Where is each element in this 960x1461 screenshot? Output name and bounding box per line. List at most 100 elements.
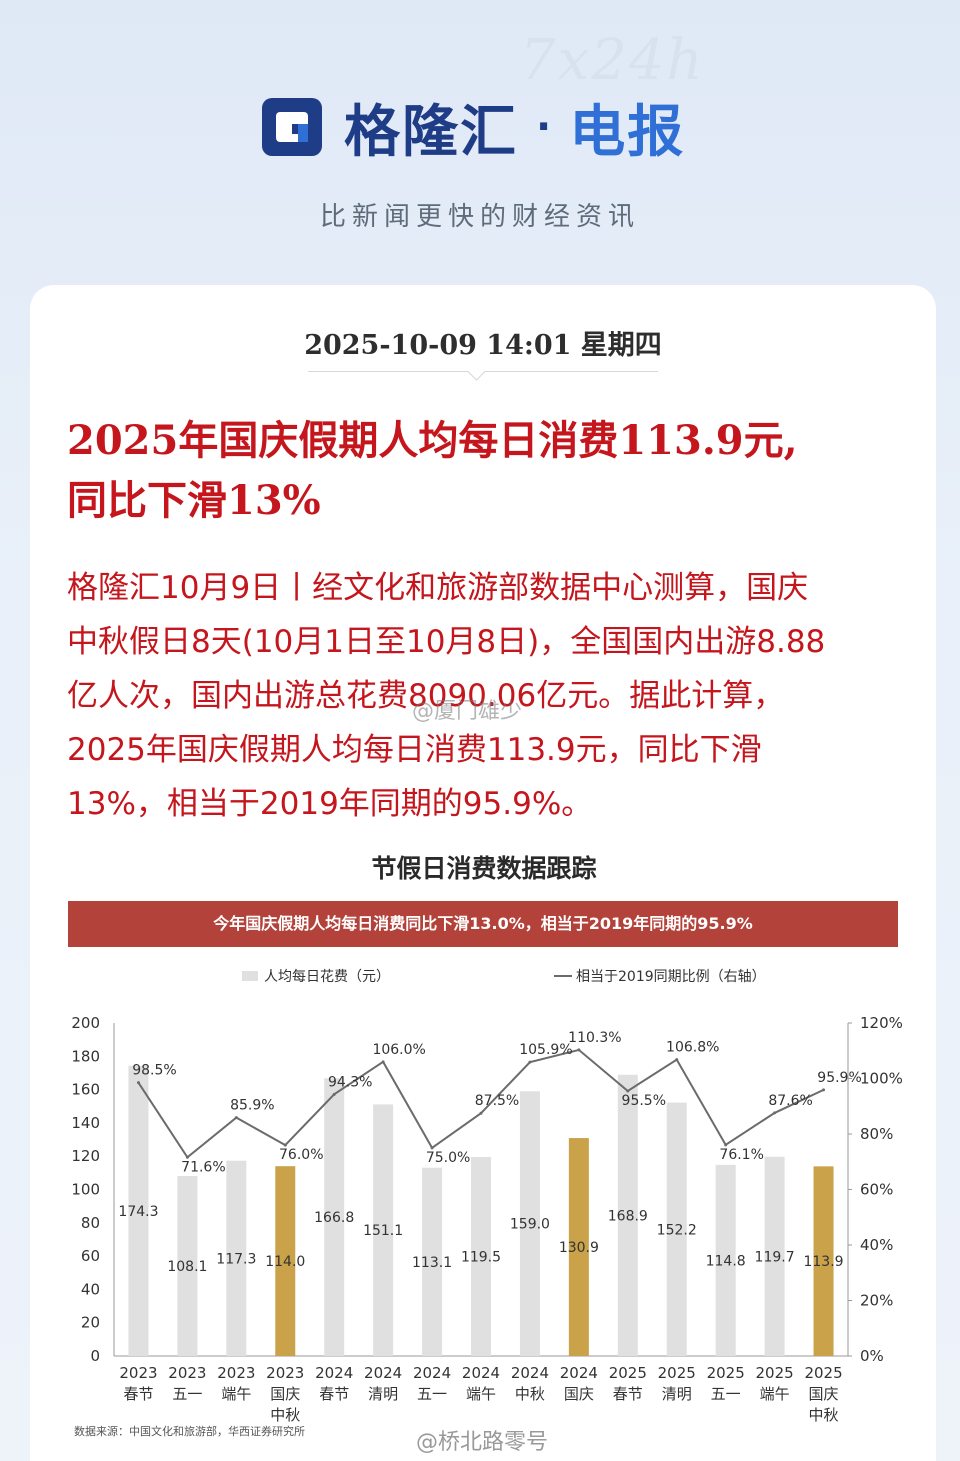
bar-value-label: 168.9: [608, 1208, 648, 1224]
y-right-tick-label: 20%: [860, 1292, 893, 1310]
chart-bar: [324, 1078, 345, 1356]
legend-bar-label: 人均每日花费（元）: [264, 969, 390, 985]
chart-bar: [715, 1164, 736, 1356]
x-tick-label: 春节: [613, 1385, 643, 1403]
y-left-tick-label: 80: [81, 1214, 100, 1232]
ratio-value-label: 71.6%: [181, 1159, 225, 1175]
ratio-value-label: 76.1%: [719, 1147, 763, 1163]
y-left-tick-label: 60: [81, 1247, 100, 1265]
holiday-spending-chart: 人均每日花费（元） 相当于2019同期比例（右轴） 0 20 40 60 80 100 120 1…: [71, 969, 902, 1438]
bar-value-label: 119.5: [461, 1250, 501, 1266]
ratio-point: [283, 1143, 287, 1147]
headline-line: 2025年国庆假期人均每日消费113.9元,: [67, 417, 798, 464]
brand-header: 格隆汇 · 电报: [262, 92, 685, 165]
chart-bar: [568, 1138, 589, 1356]
chart-bar: [226, 1160, 247, 1356]
x-tick-label: 清明: [368, 1385, 398, 1403]
y-right-tick-label: 100%: [860, 1070, 902, 1088]
bar-value-label: 114.0: [265, 1254, 305, 1270]
y-left-tick-label: 100: [71, 1181, 100, 1199]
x-tick-label: 2025: [804, 1364, 842, 1382]
x-tick-label: 国庆: [270, 1385, 300, 1403]
legend-line-label: 相当于2019同期比例（右轴）: [576, 969, 766, 985]
ratio-value-label: 95.5%: [622, 1093, 666, 1109]
ratio-value-label: 106.8%: [666, 1040, 719, 1056]
y-right-tick-label: 40%: [860, 1236, 893, 1254]
x-tick-label: 国庆: [809, 1385, 839, 1403]
y-left-tick-label: 200: [71, 1014, 100, 1032]
bar-value-label: 166.8: [314, 1210, 354, 1226]
ratio-value-label: 87.6%: [768, 1093, 812, 1109]
bar-value-label: 117.3: [216, 1251, 256, 1267]
ratio-point: [528, 1060, 532, 1064]
ratio-value-label: 95.9%: [817, 1070, 861, 1086]
ratio-point: [234, 1116, 238, 1120]
y-left-tick-label: 0: [90, 1347, 100, 1365]
x-tick-label: 端午: [221, 1385, 251, 1403]
chart-bar: [764, 1156, 785, 1356]
ratio-point: [136, 1081, 140, 1085]
article-headline: 2025年国庆假期人均每日消费113.9元, 同比下滑13%: [67, 411, 907, 531]
chart-container: 节假日消费数据跟踪 今年国庆假期人均每日消费同比下滑13.0%，相当于2019年…: [66, 833, 902, 1443]
bar-value-label: 130.9: [559, 1240, 599, 1256]
chart-bar: [422, 1167, 443, 1356]
x-tick-label: 2023: [168, 1364, 206, 1382]
ratio-value-label: 105.9%: [519, 1042, 572, 1058]
x-tick-label: 2025: [707, 1364, 745, 1382]
x-tick-label: 春节: [319, 1385, 349, 1403]
y-left-tick-label: 180: [71, 1047, 100, 1065]
chart-bar: [471, 1157, 491, 1356]
slogan: 比新闻更快的财经资讯: [319, 202, 640, 232]
ratio-value-label: 110.3%: [568, 1030, 621, 1046]
x-tick-label: 2024: [560, 1364, 598, 1382]
chart-bar: [275, 1166, 296, 1356]
bar-value-label: 113.9: [803, 1254, 843, 1270]
ratio-point: [675, 1058, 679, 1062]
chart-bar: [666, 1102, 687, 1356]
y-left-tick-label: 40: [81, 1280, 100, 1298]
x-tick-label: 春节: [123, 1385, 153, 1403]
x-tick-label: 五一: [711, 1385, 741, 1403]
chart-banner: 今年国庆假期人均每日消费同比下滑13.0%，相当于2019年同期的95.9%: [68, 901, 898, 947]
ratio-point: [185, 1155, 189, 1159]
chart-bar: [177, 1176, 198, 1356]
x-tick-label: 2024: [462, 1364, 500, 1382]
x-tick-label: 五一: [172, 1385, 202, 1403]
x-tick-label: 2023: [217, 1364, 255, 1382]
mid-watermark: @厦门雄少: [412, 699, 523, 724]
x-tick-label: 2025: [756, 1364, 794, 1382]
y-left-tick-label: 140: [71, 1114, 100, 1132]
y-right-tick-label: 80%: [860, 1125, 893, 1143]
chart-bar: [128, 1065, 149, 1356]
x-tick-label: 中秋: [809, 1406, 839, 1424]
ratio-point: [773, 1111, 777, 1115]
x-tick-label: 中秋: [515, 1385, 545, 1403]
ratio-point: [381, 1060, 385, 1064]
chart-bar: [813, 1166, 834, 1356]
header-watermark: 7x24h: [520, 28, 705, 93]
body-line: 中秋假日8天(10月1日至10月8日)，全国国内出游8.88: [67, 624, 826, 660]
ratio-value-label: 98.5%: [132, 1063, 176, 1079]
bar-value-label: 114.8: [706, 1253, 746, 1269]
chart-title: 节假日消费数据跟踪: [371, 854, 597, 883]
y-left-tick-label: 120: [71, 1147, 100, 1165]
chart-bar: [519, 1091, 540, 1356]
legend-bar-swatch: [242, 971, 258, 981]
x-tick-label: 2024: [315, 1364, 353, 1382]
bar-value-label: 159.0: [510, 1217, 550, 1233]
bar-value-label: 119.7: [755, 1249, 795, 1265]
chart-bar: [373, 1104, 394, 1356]
ratio-point: [822, 1088, 826, 1092]
y-right-tick-label: 60%: [860, 1181, 893, 1199]
x-tick-label: 2024: [364, 1364, 402, 1382]
body-line: 亿人次，国内出游总花费8090.06亿元。据此计算，: [67, 678, 785, 714]
ratio-point: [430, 1146, 434, 1150]
x-tick-label: 中秋: [270, 1406, 300, 1424]
ratio-value-label: 87.5%: [475, 1093, 519, 1109]
body-line: 格隆汇10月9日丨经文化和旅游部数据中心测算，国庆: [67, 570, 809, 606]
footer-watermark: @桥北路零号: [416, 1430, 549, 1455]
ratio-value-label: 94.3%: [328, 1074, 372, 1090]
body-line: 2025年国庆假期人均每日消费113.9元，同比下滑: [67, 732, 762, 768]
x-tick-label: 2025: [609, 1364, 647, 1382]
brand-name: 格隆汇: [344, 99, 518, 165]
